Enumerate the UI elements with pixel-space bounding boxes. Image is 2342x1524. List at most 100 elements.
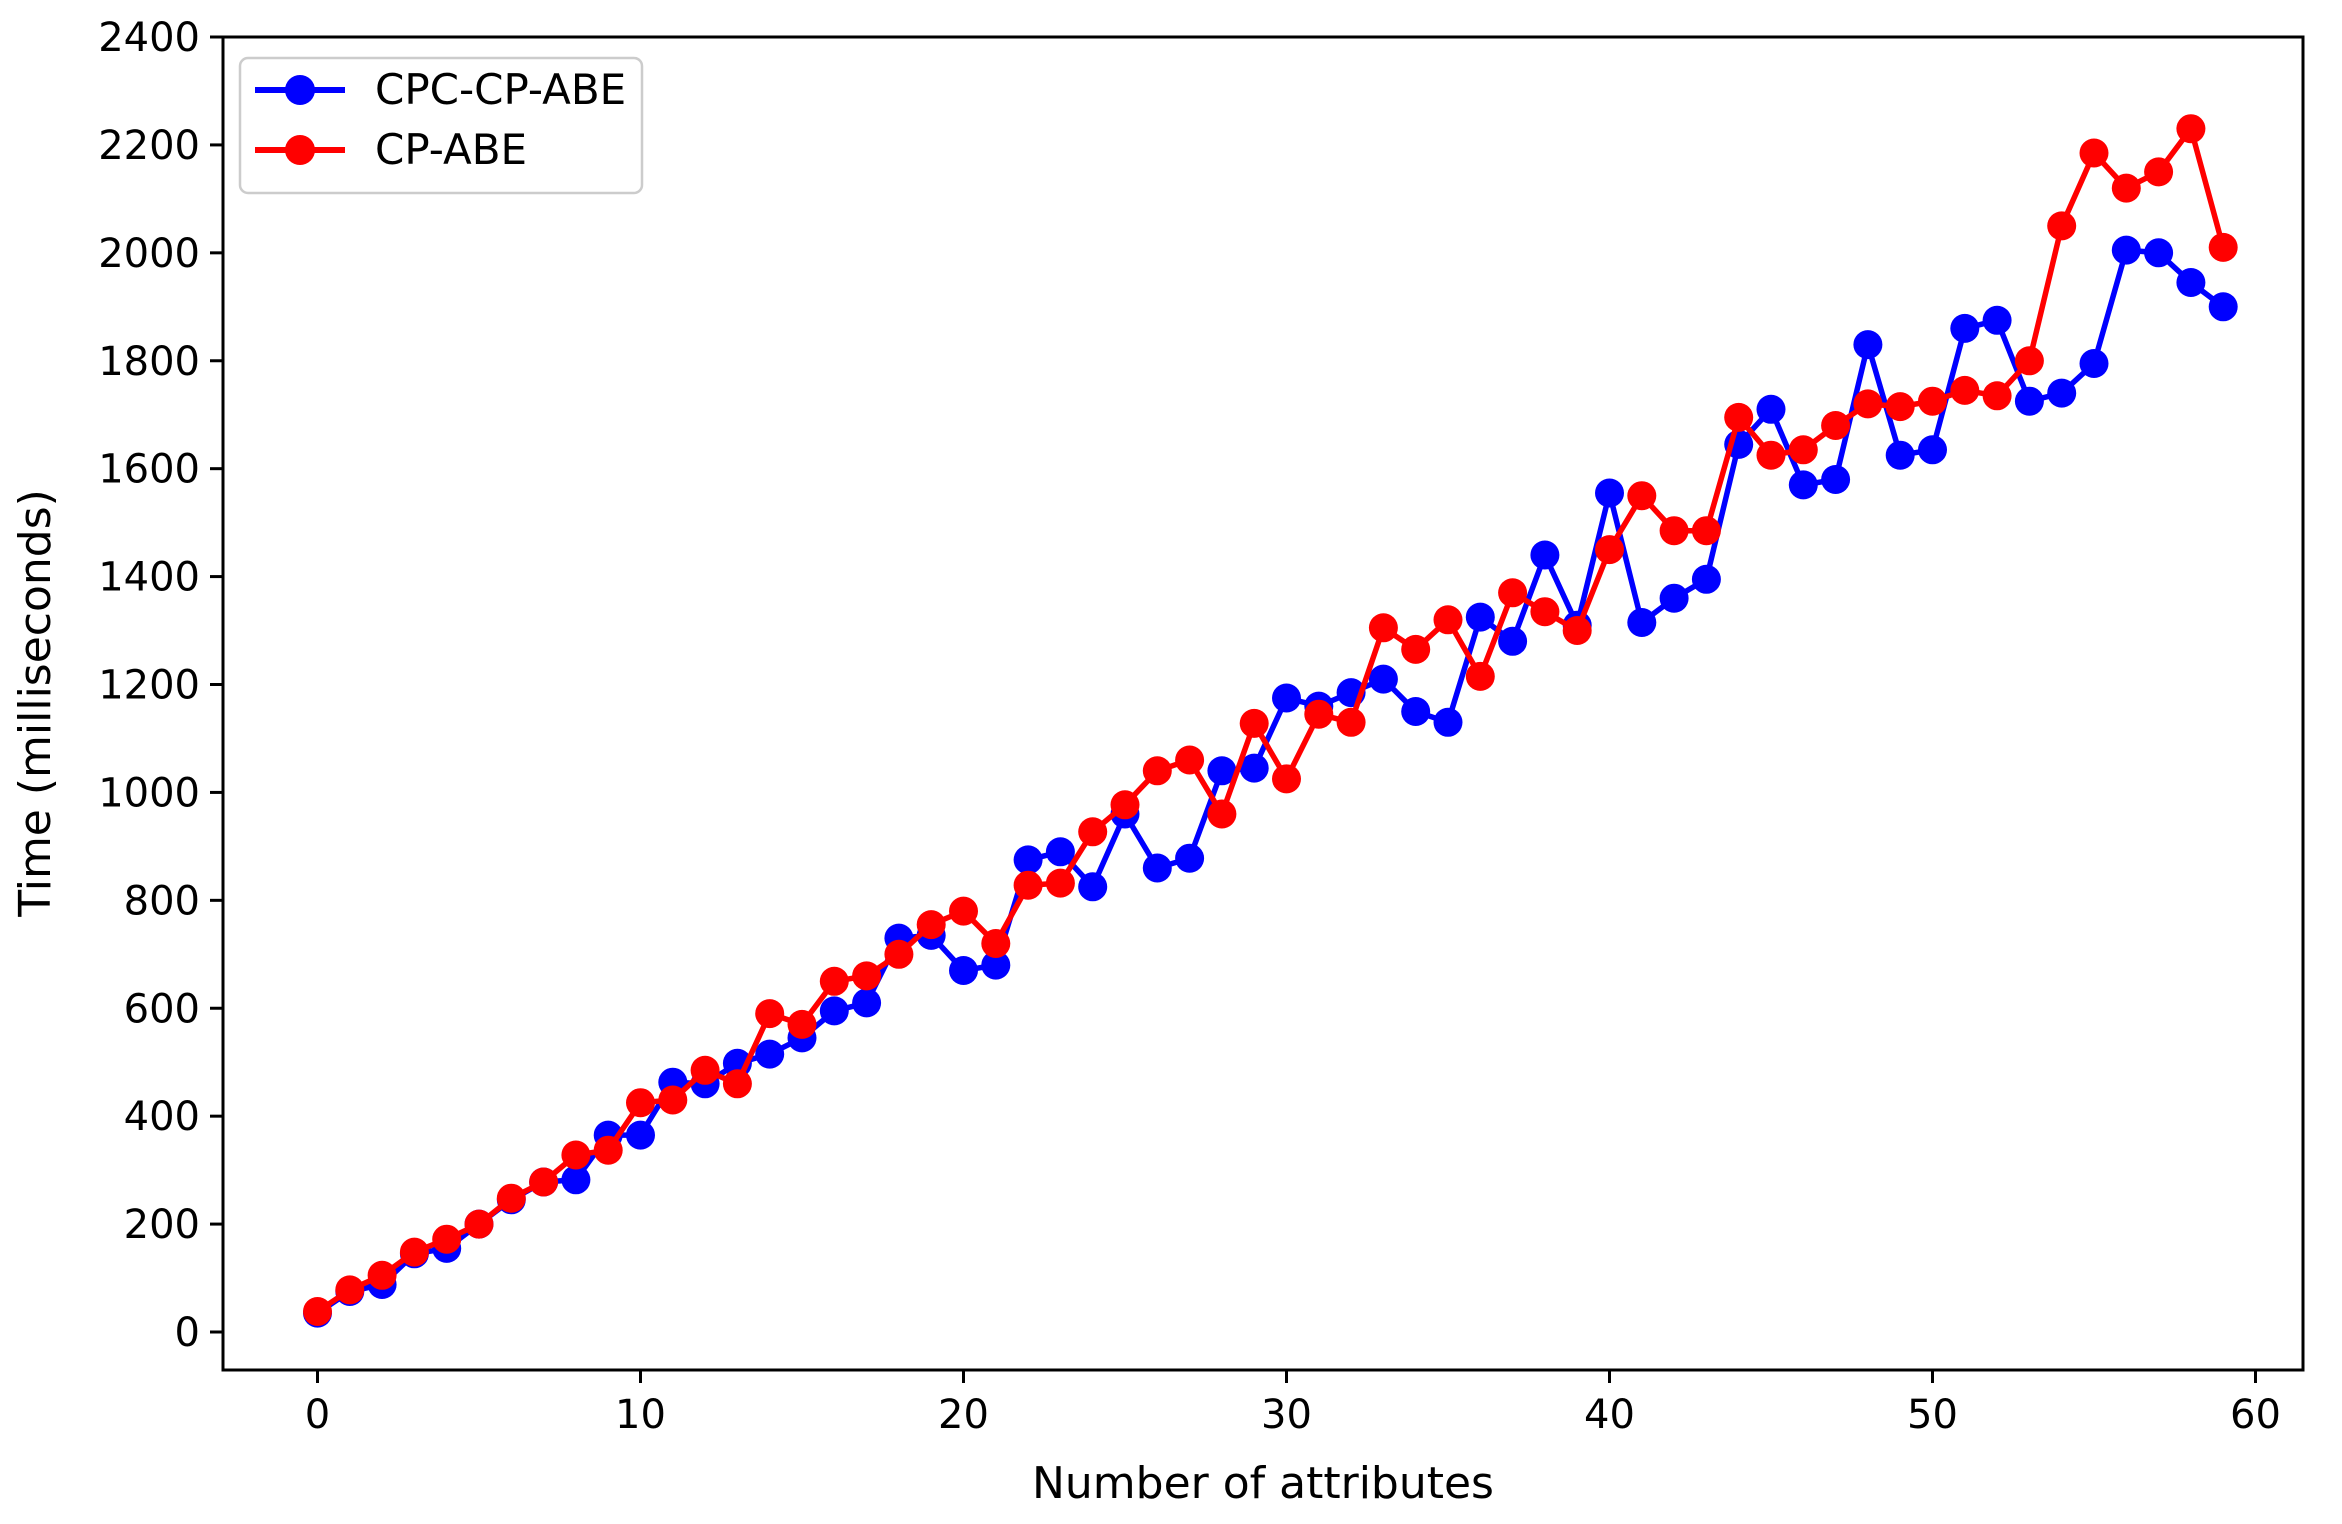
data-point-cp-abe [1207, 799, 1237, 829]
legend-item-cp-abe: CP-ABE [255, 125, 527, 174]
y-tick-label: 0 [175, 1310, 200, 1356]
y-tick-label: 800 [124, 878, 200, 924]
data-point-cpc-cp-abe [1885, 440, 1915, 470]
data-point-cpc-cp-abe [819, 996, 849, 1026]
data-point-cp-abe [432, 1224, 462, 1254]
data-point-cpc-cp-abe [1853, 330, 1883, 360]
data-point-cpc-cp-abe [852, 988, 882, 1018]
data-point-cp-abe [1724, 402, 1754, 432]
data-point-cp-abe [916, 910, 946, 940]
y-tick-label: 1800 [98, 339, 200, 385]
x-axis-label: Number of attributes [1032, 1458, 1494, 1509]
x-tick-label: 10 [615, 1392, 666, 1438]
data-point-cp-abe [399, 1237, 429, 1267]
data-point-cp-abe [2176, 114, 2206, 144]
data-point-cp-abe [2208, 232, 2238, 262]
data-point-cpc-cp-abe [626, 1120, 655, 1150]
data-point-cp-abe [303, 1297, 332, 1326]
data-point-cp-abe [1788, 435, 1818, 465]
x-axis: 0 10 20 30 40 50 60 [305, 1370, 2281, 1438]
data-point-cp-abe [1013, 870, 1043, 900]
data-point-cpc-cp-abe [1659, 583, 1689, 613]
data-point-cp-abe [852, 961, 882, 991]
data-point-cp-abe [1465, 661, 1495, 691]
data-point-cp-abe [1175, 745, 1205, 775]
legend-label-cpc-cp-abe: CPC-CP-ABE [375, 65, 626, 114]
data-point-cpc-cp-abe [561, 1165, 591, 1195]
data-point-cp-abe [496, 1183, 526, 1213]
data-point-cp-abe [884, 939, 914, 969]
x-tick-label: 50 [1907, 1392, 1958, 1438]
y-tick-label: 600 [124, 986, 200, 1032]
y-tick-label: 400 [124, 1094, 200, 1140]
data-point-cp-abe [1821, 411, 1851, 440]
data-point-cpc-cp-abe [2111, 235, 2141, 265]
data-point-cpc-cp-abe [1272, 683, 1301, 713]
legend-marker-blue [285, 75, 315, 105]
y-tick-label: 200 [124, 1202, 200, 1248]
data-point-cp-abe [1659, 516, 1689, 546]
data-point-cp-abe [1433, 605, 1463, 635]
data-point-cp-abe [787, 1009, 817, 1039]
data-point-cp-abe [626, 1088, 655, 1118]
data-point-cp-abe [1562, 616, 1592, 645]
y-axis: 0 200 400 600 800 1000 1200 1400 1600 1800 2000 220… [98, 15, 223, 1356]
data-point-cpc-cp-abe [981, 950, 1011, 980]
x-tick-label: 60 [2230, 1392, 2281, 1438]
data-point-cpc-cp-abe [1498, 626, 1528, 656]
y-tick-label: 2200 [98, 123, 200, 169]
data-point-cpc-cp-abe [1078, 872, 1108, 902]
data-point-cp-abe [1078, 817, 1108, 847]
y-tick-label: 2400 [98, 15, 200, 61]
data-point-cp-abe [819, 966, 849, 996]
data-point-cp-abe [1853, 389, 1883, 419]
data-point-cpc-cp-abe [1821, 465, 1851, 494]
data-point-cp-abe [1950, 375, 1980, 405]
x-tick-label: 40 [1584, 1392, 1635, 1438]
x-tick-label: 20 [938, 1392, 989, 1438]
data-point-cpc-cp-abe [755, 1039, 785, 1069]
data-point-cpc-cp-abe [1788, 470, 1818, 500]
data-point-cp-abe [2079, 138, 2109, 168]
data-point-cp-abe [1045, 868, 1075, 898]
data-point-cp-abe [755, 999, 785, 1029]
data-point-cpc-cp-abe [949, 956, 978, 985]
data-point-cp-abe [949, 896, 978, 926]
legend-item-cpc-cp-abe: CPC-CP-ABE [255, 65, 626, 114]
data-point-cp-abe [1304, 699, 1334, 729]
data-point-cp-abe [593, 1135, 623, 1165]
y-tick-label: 1400 [98, 555, 200, 601]
series-group [303, 114, 2238, 1328]
y-tick-label: 1600 [98, 447, 200, 493]
x-tick-label: 30 [1261, 1392, 1312, 1438]
data-point-cp-abe [1627, 481, 1657, 511]
data-point-cpc-cp-abe [1142, 853, 1172, 883]
data-point-cp-abe [2047, 211, 2077, 241]
data-point-cp-abe [1756, 440, 1786, 470]
data-point-cpc-cp-abe [1982, 305, 2012, 335]
data-point-cp-abe [981, 929, 1011, 958]
data-point-cpc-cp-abe [1368, 664, 1398, 694]
data-point-cpc-cp-abe [2176, 268, 2206, 297]
data-point-cp-abe [1691, 516, 1721, 546]
data-point-cp-abe [1142, 756, 1172, 786]
data-point-cp-abe [464, 1209, 494, 1239]
data-point-cp-abe [1239, 708, 1269, 738]
data-point-cp-abe [2111, 173, 2141, 203]
y-tick-label: 1200 [98, 663, 200, 709]
data-point-cpc-cp-abe [2047, 378, 2077, 408]
data-point-cp-abe [1110, 790, 1140, 820]
data-point-cpc-cp-abe [2014, 386, 2044, 416]
data-point-cpc-cp-abe [1530, 540, 1560, 570]
data-point-cpc-cp-abe [1465, 602, 1495, 632]
legend: CPC-CP-ABE CP-ABE [238, 56, 644, 195]
data-point-cp-abe [1336, 707, 1366, 737]
legend-marker-red [285, 135, 315, 165]
legend-label-cp-abe: CP-ABE [375, 125, 527, 174]
data-point-cp-abe [1368, 613, 1398, 643]
data-point-cp-abe [1401, 634, 1431, 664]
y-tick-label: 2000 [98, 231, 200, 277]
data-point-cp-abe [367, 1260, 397, 1290]
